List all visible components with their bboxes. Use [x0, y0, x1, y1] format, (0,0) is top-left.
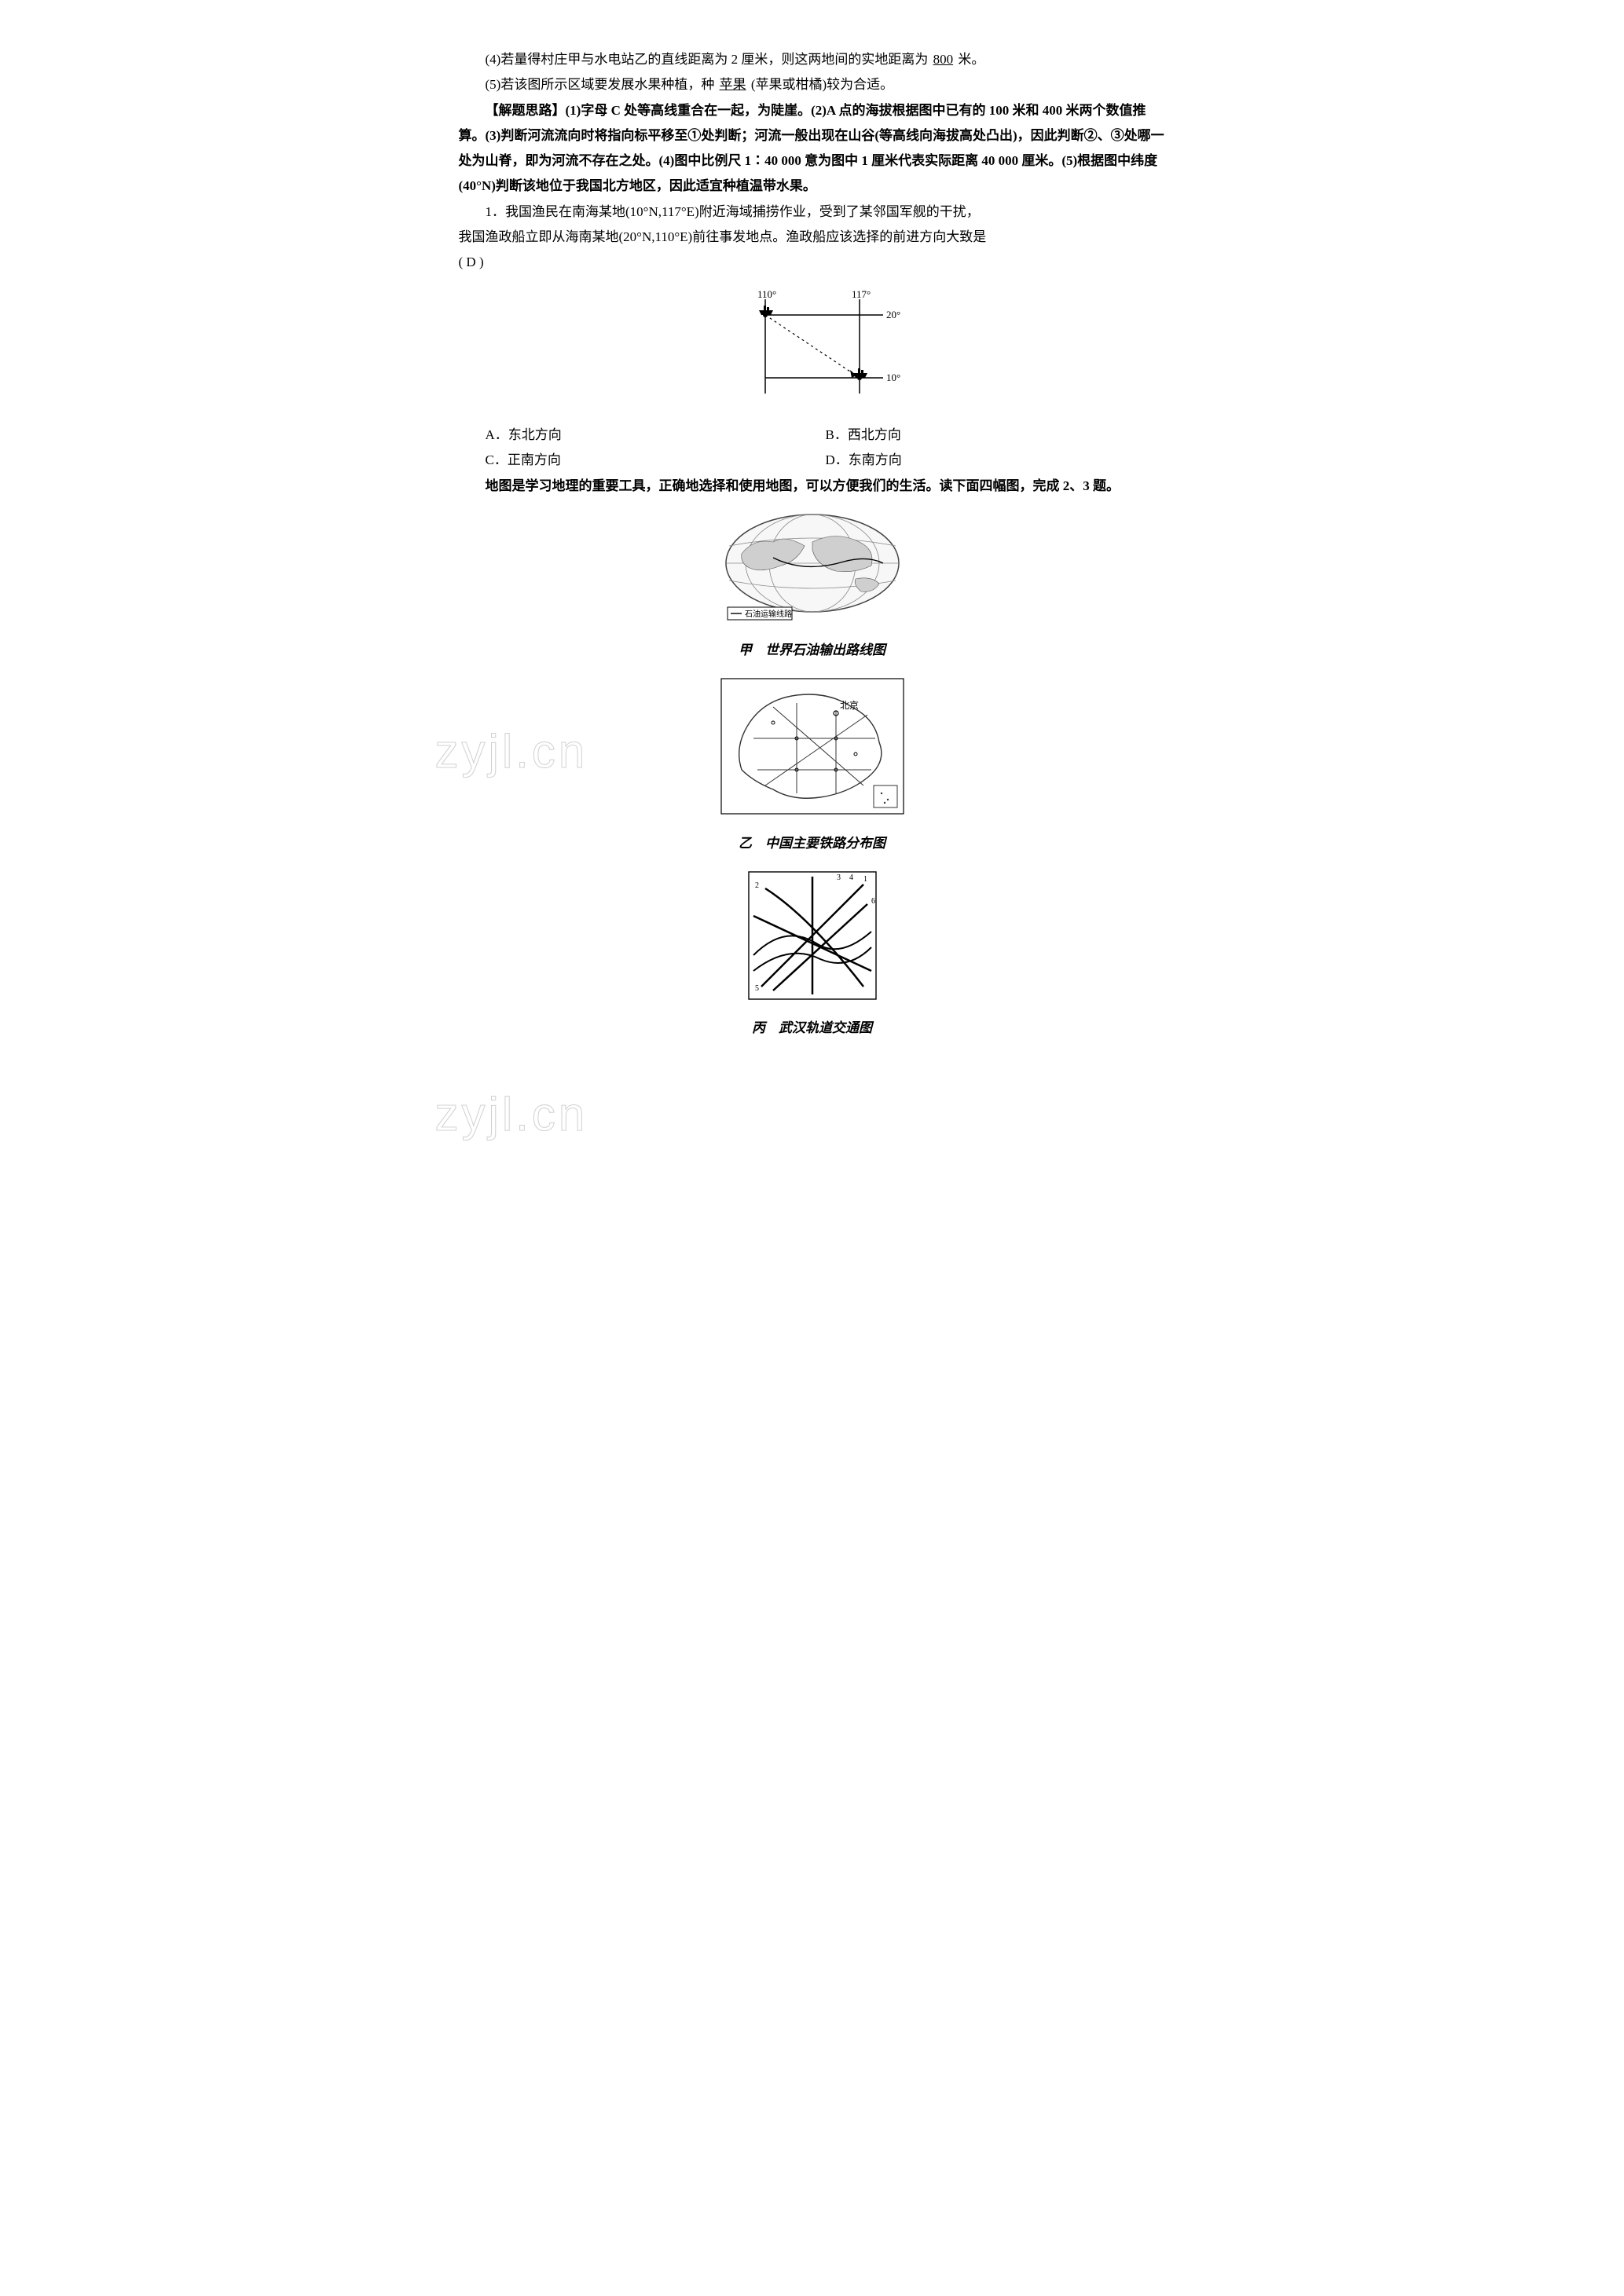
q1-stem-line2: 我国渔政船立即从海南某地(20°N,110°E)前往事发地点。渔政船应该选择的前… — [459, 225, 1166, 250]
q4-suffix: 米。 — [958, 52, 984, 67]
figure-b: 北京 — [459, 676, 1166, 826]
svg-text:3: 3 — [837, 873, 841, 882]
figure-a-caption: 甲 世界石油输出路线图 — [459, 638, 1166, 663]
q1-option-c: C．正南方向 — [486, 448, 826, 473]
lon-left-label: 110° — [757, 288, 776, 300]
q4-line: (4)若量得村庄甲与水电站乙的直线距离为 2 厘米，则这两地间的实地距离为 80… — [459, 47, 1166, 72]
q5-blank: 苹果 — [718, 77, 748, 92]
intro-2-3: 地图是学习地理的重要工具，正确地选择和使用地图，可以方便我们的生活。读下面四幅图… — [459, 474, 1166, 499]
figure-b-block: zyjl.cn — [459, 676, 1166, 826]
q1-option-a: A．东北方向 — [486, 423, 826, 448]
q1-diagram: 110° 117° 20° 10° — [459, 284, 1166, 418]
figure-b-caption: 乙 中国主要铁路分布图 — [459, 831, 1166, 856]
fig-a-legend: 石油运输线路 — [745, 609, 792, 619]
figure-a-svg: 石油运输线路 — [718, 507, 907, 624]
figure-c-caption: 丙 武汉轨道交通图 — [459, 1016, 1166, 1041]
lon-right-label: 117° — [852, 288, 871, 300]
page: (4)若量得村庄甲与水电站乙的直线距离为 2 厘米，则这两地间的实地距离为 80… — [396, 0, 1229, 1180]
q1-stem-b: 我国渔政船立即从海南某地(20°N,110°E)前往事发地点。渔政船应该选择的前… — [459, 229, 987, 244]
q1-option-b: B．西北方向 — [826, 423, 1166, 448]
q5-prefix: (5)若该图所示区域要发展水果种植，种 — [486, 77, 715, 92]
svg-text:2: 2 — [755, 881, 759, 890]
svg-text:5: 5 — [755, 984, 759, 993]
beijing-label: 北京 — [840, 700, 859, 711]
figure-c: 1 6 3 4 2 5 — [459, 869, 1166, 1011]
latlon-diagram-svg: 110° 117° 20° 10° — [718, 284, 907, 409]
q5-line: (5)若该图所示区域要发展水果种植，种 苹果 (苹果或柑橘)较为合适。 — [459, 72, 1166, 97]
figure-c-svg: 1 6 3 4 2 5 — [746, 869, 879, 1002]
svg-text:1: 1 — [863, 875, 867, 884]
figure-b-svg: 北京 — [718, 676, 907, 817]
bottom-watermark-area: zyjl.cn — [459, 1054, 1166, 1148]
q4-blank: 800 — [932, 52, 955, 67]
q4-prefix: (4)若量得村庄甲与水电站乙的直线距离为 2 厘米，则这两地间的实地距离为 — [486, 52, 929, 67]
lat-bot-label: 10° — [886, 372, 900, 383]
lat-top-label: 20° — [886, 309, 900, 320]
watermark-2: zyjl.cn — [435, 1070, 588, 1159]
q5-suffix: (苹果或柑橘)较为合适。 — [751, 77, 893, 92]
explanation: 【解题思路】(1)字母 C 处等高线重合在一起，为陡崖。(2)A 点的海拔根据图… — [459, 98, 1166, 200]
svg-text:4: 4 — [849, 873, 853, 882]
q1-stem-line3: ( D ) — [459, 250, 1166, 275]
svg-text:6: 6 — [871, 897, 875, 906]
q1-stem-a: 1．我国渔民在南海某地(10°N,117°E)附近海域捕捞作业，受到了某邻国军舰… — [486, 204, 980, 219]
q1-options: A．东北方向 B．西北方向 C．正南方向 D．东南方向 — [459, 423, 1166, 474]
explain-lead: 【解题思路】 — [486, 103, 566, 118]
q1-stem-line1: 1．我国渔民在南海某地(10°N,117°E)附近海域捕捞作业，受到了某邻国军舰… — [459, 200, 1166, 225]
q1-option-d: D．东南方向 — [826, 448, 1166, 473]
q1-stem-c: ( D ) — [459, 255, 484, 269]
figure-a: 石油运输线路 — [459, 507, 1166, 633]
